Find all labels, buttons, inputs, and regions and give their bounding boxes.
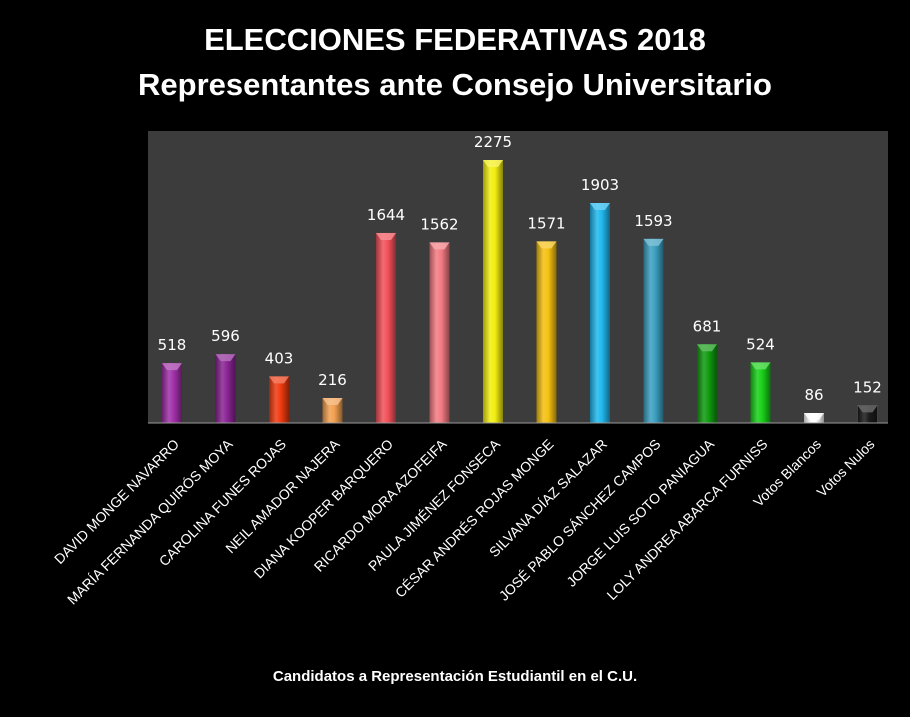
bar-cap	[536, 241, 557, 249]
bar	[162, 363, 182, 423]
bar	[750, 362, 771, 423]
bar	[215, 354, 236, 423]
bar-cap	[697, 344, 717, 352]
data-label: 2275	[474, 133, 512, 151]
bar-cap	[483, 160, 503, 167]
data-label: 1593	[634, 212, 672, 230]
data-label: 216	[318, 371, 347, 389]
data-label: 524	[746, 335, 775, 353]
plot-area	[148, 131, 888, 423]
bar-cap	[857, 405, 878, 413]
bar-cap	[215, 354, 236, 362]
bar	[590, 203, 610, 423]
bar-cap	[269, 376, 289, 384]
data-label: 596	[211, 327, 240, 345]
chart-subtitle: Representantes ante Consejo Universitari…	[138, 67, 772, 102]
x-axis-title: Candidatos a Representación Estudiantil …	[272, 668, 638, 685]
bar-cap	[429, 242, 450, 250]
bar	[269, 376, 289, 423]
bar-cap	[804, 413, 824, 421]
data-label: 1562	[420, 215, 458, 233]
data-label: 86	[804, 386, 823, 404]
data-label: 403	[265, 349, 294, 367]
data-label: 1644	[367, 206, 405, 224]
bar	[536, 241, 557, 423]
bar	[697, 344, 717, 423]
bar	[643, 238, 664, 423]
data-label: 1571	[527, 214, 565, 232]
bar	[429, 242, 450, 423]
bar-cap	[376, 232, 396, 240]
bar-cap	[322, 398, 343, 406]
bar-cap	[162, 363, 182, 371]
data-label: 518	[158, 336, 187, 354]
data-label: 681	[693, 317, 722, 335]
bar-cap	[590, 203, 610, 211]
x-tick-label: Votos Nulos	[813, 436, 877, 500]
bar-cap	[750, 362, 771, 370]
bar	[376, 232, 396, 423]
data-label: 1903	[581, 176, 619, 194]
chart-title: ELECCIONES FEDERATIVAS 2018	[204, 22, 706, 57]
bar	[483, 160, 503, 423]
bar-cap	[643, 238, 664, 246]
data-label: 152	[853, 378, 882, 396]
